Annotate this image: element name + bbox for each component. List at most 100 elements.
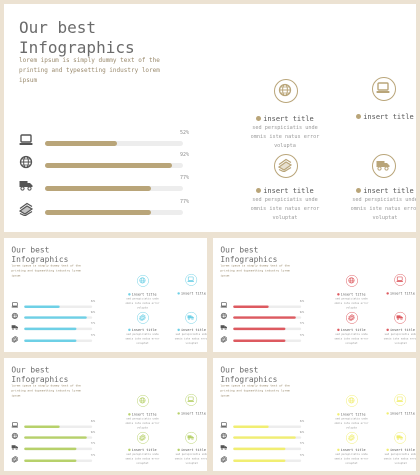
bullet-dot-icon [337,293,340,296]
progress-percent: 52% [299,420,305,424]
progress-fill [233,436,296,439]
thumbnail-slide-green[interactable]: Our best Infographics lorem ipsum is simpl… [4,358,207,471]
feature-item: insert title sed perspiciatis unde omnis i… [374,328,416,346]
bullet-dot-icon [256,188,262,193]
feature-title-text: insert title [131,292,157,297]
feature-desc: voluptat [272,215,298,221]
progress-percent: 77% [299,454,305,458]
feature-item: insert title sed perspiciatis unde omnis i… [324,328,378,346]
bullet-dot-icon [337,328,340,332]
title-line: Infographics [220,254,278,265]
truck-icon [220,323,228,330]
feature-desc: omnis iste natus error [350,206,416,212]
feature-title: insert title [324,448,378,453]
body-line: printing and typesetting industry lorem [220,269,290,273]
feature-desc: sed perspiciatis unde [252,197,318,203]
feature-item: insert title sed perspiciatis unde omnis i… [115,448,169,466]
bullet-dot-icon [128,413,131,416]
slide-title: Our best Infographics [11,245,68,265]
feature-title: insert title [324,328,378,333]
progress-percent: 92% [179,152,189,158]
feature-title-text: insert title [131,328,157,333]
progress-row: 77% [220,454,305,465]
feature-title-text: insert title [180,291,206,296]
feature-desc: omnis iste natus error [383,337,416,341]
progress-track [45,210,183,215]
feature-desc: omnis iste natus error [125,337,160,341]
body-line: printing and typesetting industry lorem [220,389,290,393]
bullet-dot-icon [356,114,362,119]
laptop-icon [220,301,228,308]
body-line: lorem ipsum is simply dummy text of the [220,264,290,268]
title-line: Our best [11,244,50,255]
feature-title: insert title [374,448,416,453]
progress-row: 77% [18,199,189,221]
feature-title-text: insert title [340,412,366,417]
feature-icon-circle [346,431,358,444]
progress-row: 52% [220,420,305,431]
thumbnail-slide-blue[interactable]: Our best Infographics lorem ipsum is simpl… [4,238,207,352]
feature-icon-circle [185,311,198,324]
bullet-dot-icon [177,412,180,415]
globe-icon [220,312,227,319]
feature-icon-circle [137,311,149,324]
feature-icon-circle [346,274,358,287]
slide-body-text: lorem ipsum is simply dummy text of the p… [19,56,174,86]
slide-title: Our best Infographics [220,245,277,265]
feature-desc: omnis iste natus error [334,337,369,341]
feature-desc: omnis iste natus error [174,457,207,461]
feature-icon-circle [394,311,407,324]
progress-row: 77% [11,334,96,345]
thumbnail-slide-red[interactable]: Our best Infographics lorem ipsum is simpl… [213,238,416,352]
bullet-dot-icon [337,413,340,416]
feature-desc: omnis iste natus error [250,206,320,212]
feature-title-text: insert title [263,187,314,195]
feature-desc: voluptat [345,461,358,465]
progress-track [233,339,302,342]
feature-desc: voluptat [372,215,398,221]
slide-body-text: lorem ipsum is simply dummy text of the p… [11,264,87,279]
progress-percent: 77% [90,442,96,446]
progress-percent: 77% [90,334,96,338]
globe-icon [220,432,227,439]
feature-icon-circle [346,394,358,407]
feature-title-text: insert title [263,115,314,123]
thumbnail-slide-yellow[interactable]: Our best Infographics lorem ipsum is simpl… [213,358,416,471]
cash-icon [11,335,19,343]
slide-title: Our best Infographics [11,365,68,385]
progress-percent: 52% [90,420,96,424]
progress-track [24,436,93,439]
feature-icon-circle [372,154,396,178]
progress-row: 52% [11,300,95,311]
title-line: Infographics [11,254,69,265]
feature-item: insert title sed perspiciatis unde omnis i… [115,328,169,346]
feature-title-text: insert title [389,448,415,453]
progress-fill [45,141,117,146]
truck-icon [11,323,19,330]
body-line: printing and typesetting industry lorem [11,269,81,273]
feature-title-text: insert title [340,328,366,333]
bullet-dot-icon [337,448,340,452]
bullet-dot-icon [177,292,180,295]
slide-body-text: lorem ipsum is simply dummy text of the p… [220,264,296,279]
feature-desc: sed perspiciatis unde [126,417,159,421]
main-slide: Our best Infographics lorem ipsum is simpl… [4,4,416,232]
progress-fill [24,316,87,319]
feature-title-text: insert title [389,291,415,296]
laptop-icon [220,421,228,428]
progress-track [233,425,302,428]
feature-item: insert title [165,291,207,296]
feature-desc: sed perspiciatis unde [126,453,159,457]
progress-fill [24,447,77,451]
feature-desc: voluptat [136,341,149,345]
progress-row: 77% [11,442,96,453]
progress-track [233,459,302,462]
progress-track [45,163,183,168]
feature-icon-circle [137,431,149,444]
progress-track [45,186,183,191]
progress-track [233,436,302,439]
progress-percent: 92% [299,310,305,314]
progress-row: 77% [220,322,304,333]
bullet-dot-icon [386,412,389,415]
body-line: ipsum [19,77,38,84]
